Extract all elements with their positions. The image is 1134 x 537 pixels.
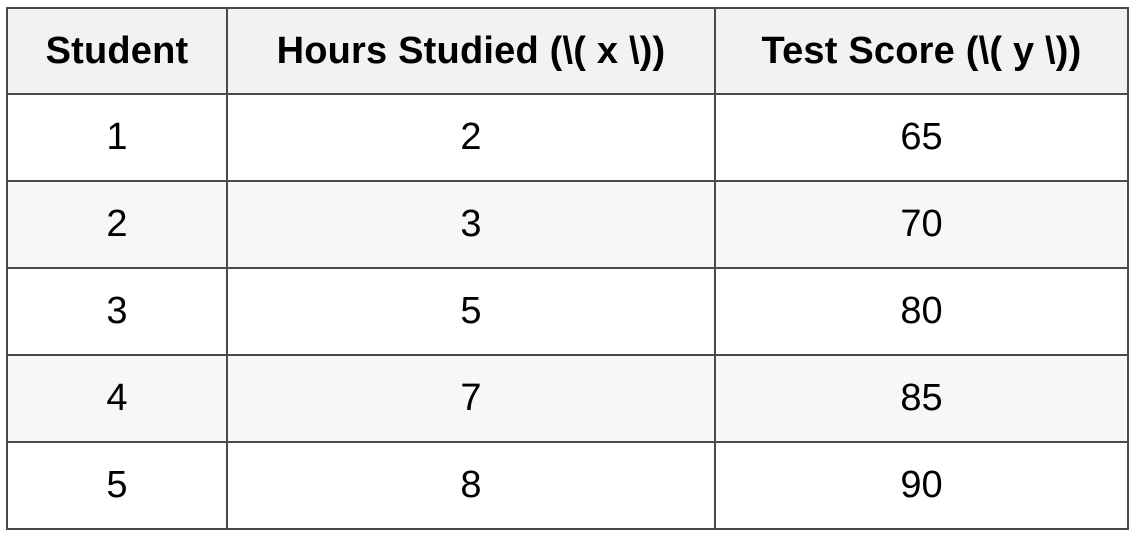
- header-row: Student Hours Studied (\( x \)) Test Sco…: [6, 7, 1129, 95]
- table-body: 1 2 65 2 3 70 3 5 80 4 7 85 5 8 90: [6, 93, 1129, 530]
- cell-hours: 5: [226, 267, 716, 356]
- cell-student: 1: [6, 93, 228, 182]
- table-row: 4 7 85: [6, 354, 1129, 443]
- cell-hours: 3: [226, 180, 716, 269]
- table-header: Student Hours Studied (\( x \)) Test Sco…: [6, 7, 1129, 95]
- cell-student: 4: [6, 354, 228, 443]
- cell-score: 90: [714, 441, 1129, 530]
- table-row: 5 8 90: [6, 441, 1129, 530]
- cell-score: 70: [714, 180, 1129, 269]
- data-table: Student Hours Studied (\( x \)) Test Sco…: [6, 7, 1129, 530]
- table-row: 1 2 65: [6, 93, 1129, 182]
- cell-student: 3: [6, 267, 228, 356]
- cell-score: 85: [714, 354, 1129, 443]
- cell-hours: 8: [226, 441, 716, 530]
- cell-score: 80: [714, 267, 1129, 356]
- table-row: 3 5 80: [6, 267, 1129, 356]
- cell-student: 2: [6, 180, 228, 269]
- cell-hours: 2: [226, 93, 716, 182]
- cell-score: 65: [714, 93, 1129, 182]
- table-row: 2 3 70: [6, 180, 1129, 269]
- header-test-score: Test Score (\( y \)): [714, 7, 1129, 95]
- cell-hours: 7: [226, 354, 716, 443]
- header-hours-studied: Hours Studied (\( x \)): [226, 7, 716, 95]
- header-student: Student: [6, 7, 228, 95]
- cell-student: 5: [6, 441, 228, 530]
